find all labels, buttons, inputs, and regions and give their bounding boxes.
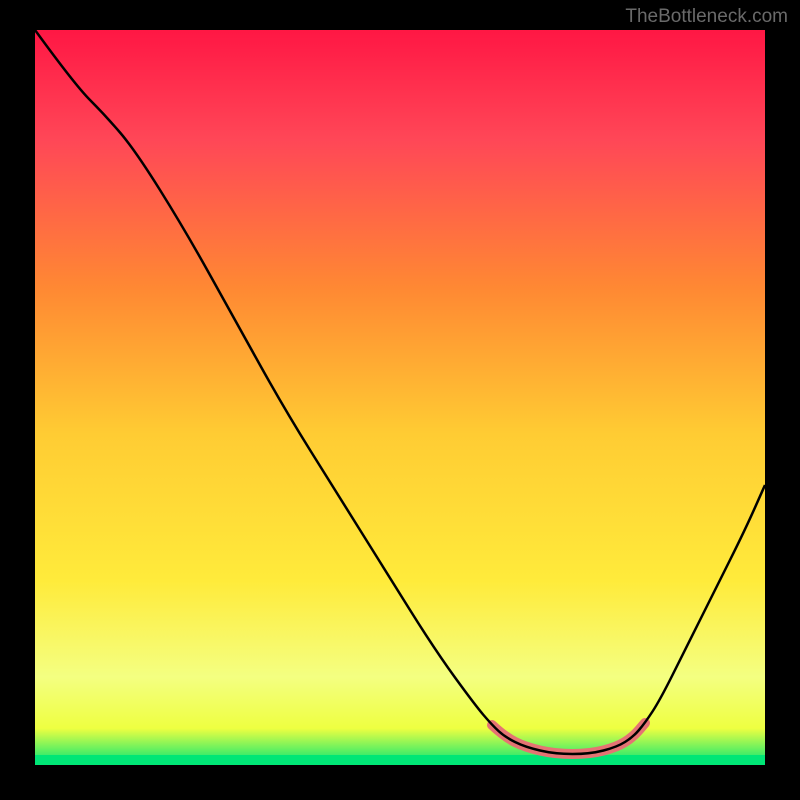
curve-overlay	[35, 30, 765, 765]
thick-valley-segment	[492, 723, 645, 754]
chart-container: TheBottleneck.com	[0, 0, 800, 800]
chart-area	[35, 30, 765, 765]
watermark-text: TheBottleneck.com	[625, 6, 788, 28]
main-curve	[35, 30, 765, 754]
